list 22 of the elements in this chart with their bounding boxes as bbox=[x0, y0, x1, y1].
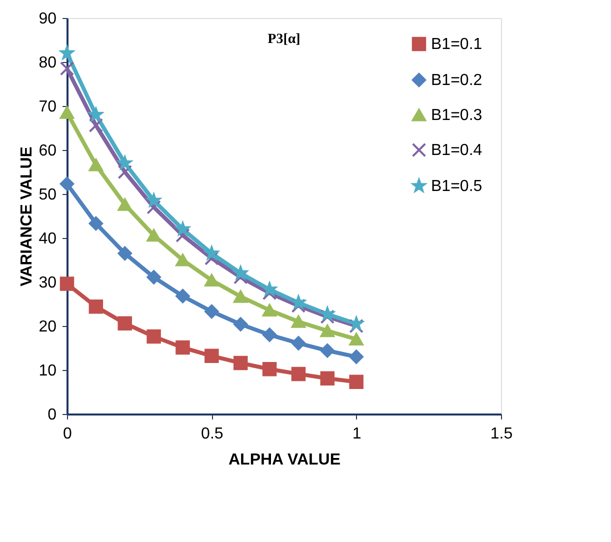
y-tick-label: 30 bbox=[38, 274, 57, 292]
y-tick-label: 40 bbox=[38, 230, 57, 248]
y-tick-label: 90 bbox=[38, 10, 57, 28]
y-tick-label: 0 bbox=[48, 406, 57, 424]
legend-label: B1=0.3 bbox=[431, 107, 482, 124]
y-axis-title: VARIANCE VALUE bbox=[18, 146, 36, 286]
x-tick-label: 1.5 bbox=[490, 426, 513, 442]
legend-label: B1=0.5 bbox=[431, 178, 482, 195]
legend-label: B1=0.2 bbox=[431, 72, 482, 89]
x-tick-label: 0.5 bbox=[201, 426, 224, 442]
y-tick-label: 10 bbox=[38, 362, 57, 380]
x-tick-label: 0 bbox=[63, 426, 72, 442]
text: P3[α] bbox=[268, 32, 300, 47]
y-tick-label: 50 bbox=[38, 186, 57, 204]
y-tick-label: 60 bbox=[38, 142, 57, 160]
x-tick-label: 1 bbox=[352, 426, 362, 442]
legend-label: B1=0.1 bbox=[431, 36, 482, 53]
y-tick-label: 20 bbox=[38, 318, 57, 336]
legend-label: B1=0.4 bbox=[431, 142, 482, 159]
x-axis-title: ALPHA VALUE bbox=[228, 452, 341, 468]
y-tick-label: 80 bbox=[38, 54, 57, 72]
y-tick-label: 70 bbox=[38, 98, 57, 116]
